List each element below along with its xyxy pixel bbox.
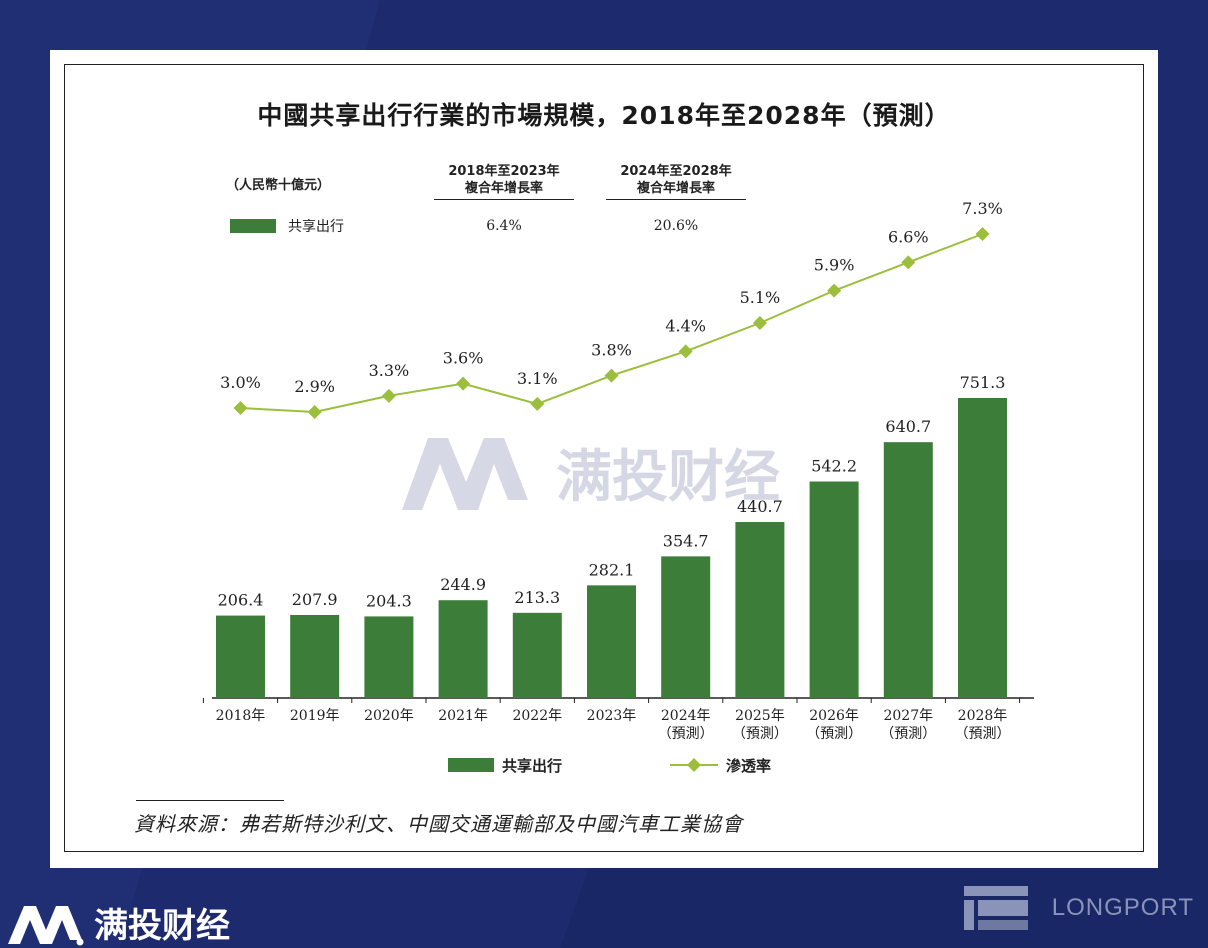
line-value-label: 7.3%	[962, 199, 1003, 218]
brand-logo-icon	[8, 905, 84, 945]
bar-value-label: 213.3	[514, 588, 560, 607]
brand-footer: 满投财经	[0, 898, 230, 947]
series-swatch	[230, 219, 276, 233]
x-tick-label: （預測）	[806, 726, 862, 742]
bar	[587, 585, 636, 698]
x-tick-label: （預測）	[880, 726, 936, 742]
line-point	[827, 283, 842, 298]
cagr-header-2: 2024年至2028年 複合年增長率	[606, 163, 746, 200]
legend-label: 滲透率	[726, 757, 771, 775]
line-value-label: 3.0%	[220, 373, 261, 392]
bar-value-label: 440.7	[737, 497, 783, 516]
cagr-header-1: 2018年至2023年 複合年增長率	[434, 163, 574, 200]
bar	[883, 442, 933, 698]
line-value-label: 3.1%	[517, 369, 558, 388]
watermark: 满投财经	[402, 438, 780, 510]
bar-value-label: 206.4	[218, 591, 264, 610]
bar-value-label: 207.9	[292, 590, 338, 609]
cagr-period: 2018年至2023年	[448, 164, 560, 179]
x-tick-label: 2024年	[661, 708, 711, 724]
bar	[735, 522, 785, 698]
partner-name: LONGPORT	[1051, 894, 1194, 921]
source-divider	[136, 800, 284, 801]
bar-value-label: 640.7	[885, 417, 931, 436]
bar	[809, 481, 859, 698]
watermark-text: 满投财经	[556, 445, 780, 510]
chart-panel: 中國共享出行行業的市場規模，2018年至2028年（預測） （人民幣十億元） 2…	[50, 50, 1158, 868]
line-point	[752, 316, 767, 330]
x-tick-label: 2028年	[958, 708, 1008, 724]
line-value-label: 4.4%	[665, 316, 706, 335]
x-tick-label: 2026年	[809, 708, 859, 724]
line-point	[307, 405, 322, 419]
line-point	[975, 227, 990, 241]
bar	[512, 612, 562, 698]
line-point	[678, 344, 693, 359]
bar-value-label: 354.7	[663, 531, 709, 550]
line-value-label: 3.6%	[443, 349, 484, 368]
partner-logo: LONGPORT	[963, 886, 1194, 930]
chart-title: 中國共享出行行業的市場規模，2018年至2028年（預測）	[257, 101, 951, 130]
source-note: 資料來源：弗若斯特沙利文、中國交通運輸部及中國汽車工業協會	[134, 812, 743, 836]
cagr-value-1: 6.4%	[486, 218, 522, 234]
cagr-value-2: 20.6%	[653, 218, 699, 234]
x-tick-label: 2021年	[438, 708, 488, 724]
line-point	[381, 388, 396, 403]
bar	[290, 614, 340, 698]
line-point	[456, 376, 471, 391]
line-value-label: 3.8%	[591, 341, 632, 360]
bar	[216, 615, 265, 698]
x-tick-label: （預測）	[955, 726, 1011, 742]
unit-label: （人民幣十億元）	[226, 178, 331, 193]
line-point	[233, 400, 248, 415]
line-value-label: 5.9%	[814, 256, 855, 275]
cagr-period: 2024年至2028年	[620, 164, 732, 179]
x-tick-label: 2025年	[735, 708, 785, 724]
bar	[661, 556, 711, 698]
legend-swatch-marker	[687, 758, 701, 772]
cagr-label: 複合年增長率	[606, 180, 746, 200]
x-tick-label: 2023年	[587, 708, 637, 724]
line-value-label: 5.1%	[740, 288, 781, 307]
bar	[364, 616, 414, 698]
x-tick-label: 2027年	[883, 708, 933, 724]
bar-value-label: 204.3	[366, 591, 412, 610]
chart-canvas: 满投财经 206.4 2018年 207.9 2019年 204.3 2020年 244.9 2…	[202, 199, 1034, 775]
line-point	[530, 396, 545, 411]
bar-value-label: 751.3	[960, 373, 1006, 392]
line-series-path	[240, 233, 983, 414]
bar-value-label: 244.9	[440, 575, 486, 594]
bar	[958, 398, 1007, 698]
line-value-label: 2.9%	[294, 377, 335, 396]
brand-name: 满投财经	[94, 906, 230, 946]
line-value-label: 3.3%	[369, 361, 410, 380]
bar	[438, 600, 488, 698]
legend-label: 共享出行	[502, 757, 562, 775]
x-tick-label: （預測）	[732, 726, 788, 742]
legend-swatch-bar	[448, 758, 494, 772]
x-tick-label: 2018年	[216, 708, 266, 724]
bar-value-label: 282.1	[589, 560, 635, 579]
line-point	[604, 368, 619, 383]
x-tick-label: 2020年	[364, 708, 414, 724]
x-tick-label: 2022年	[512, 708, 562, 724]
bar-value-label: 542.2	[811, 456, 857, 475]
watermark-logo-icon	[402, 438, 528, 510]
line-value-label: 6.6%	[888, 227, 929, 246]
line-point	[901, 255, 916, 270]
cagr-series-label: 共享出行	[288, 219, 344, 235]
cagr-series-row: 共享出行	[230, 216, 344, 236]
longport-logo-icon	[963, 886, 1028, 930]
x-tick-label: 2019年	[290, 708, 340, 724]
cagr-label: 複合年增長率	[434, 180, 574, 200]
chart-frame	[64, 64, 1144, 852]
x-tick-label: （預測）	[658, 726, 714, 742]
